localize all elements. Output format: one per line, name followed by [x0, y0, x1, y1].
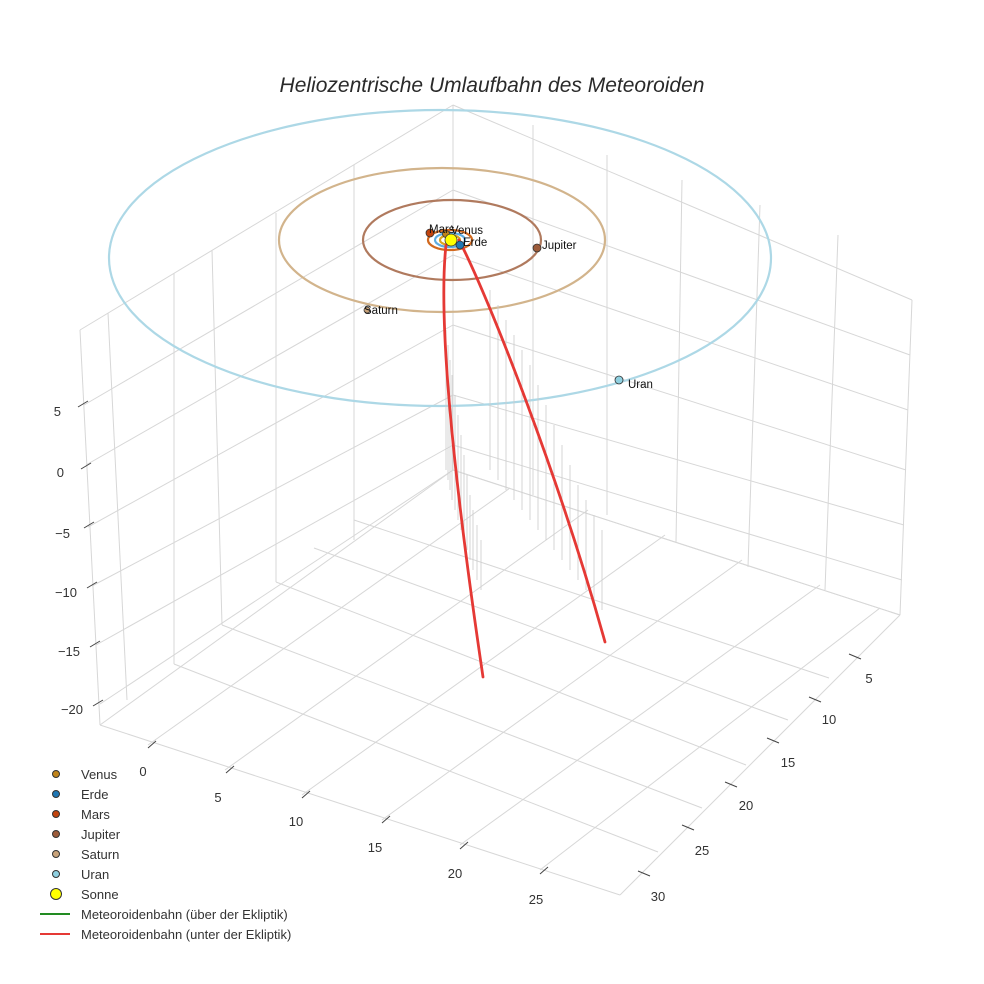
jupiter-marker-icon	[36, 824, 72, 844]
z-tick: −20	[61, 702, 83, 717]
planet-uran	[614, 375, 624, 385]
y-tick: 30	[651, 889, 665, 904]
legend-item-erde[interactable]: Erde	[36, 784, 291, 804]
z-tick: 5	[54, 404, 61, 419]
legend-item-uran[interactable]: Uran	[36, 864, 291, 884]
y-tick: 25	[695, 843, 709, 858]
y-tick: 5	[865, 671, 872, 686]
legend-label: Meteoroidenbahn (unter der Ekliptik)	[81, 926, 292, 942]
planets[interactable]	[363, 228, 624, 385]
x-tick: 0	[139, 764, 146, 779]
legend-item-trajectory-above[interactable]: Meteoroidenbahn (über der Ekliptik)	[36, 904, 291, 924]
z-tick: 0	[57, 465, 64, 480]
planet-saturn	[363, 306, 371, 314]
meteoroid-trajectory-below[interactable]	[442, 238, 607, 679]
label-jupiter: Jupiter	[542, 240, 577, 252]
chart-title: Heliozentrische Umlaufbahn des Meteoroid…	[279, 74, 705, 97]
legend-item-venus[interactable]: Venus	[36, 764, 291, 784]
orbit-saturn	[277, 166, 607, 314]
legend-item-jupiter[interactable]: Jupiter	[36, 824, 291, 844]
legend-label: Sonne	[81, 886, 119, 902]
planet-erde	[455, 240, 465, 250]
x-axis: 0 5 10 15 20 25	[139, 740, 549, 907]
label-mars: Mars	[429, 224, 455, 236]
red-line-icon	[36, 924, 72, 944]
orbit-mars	[426, 228, 474, 252]
legend-label: Mars	[81, 806, 110, 822]
sun	[444, 233, 458, 247]
y-axis: 5 10 15 20 25 30	[637, 653, 873, 904]
label-erde: Erde	[463, 237, 487, 249]
z-tick: −15	[58, 644, 80, 659]
legend-item-saturn[interactable]: Saturn	[36, 844, 291, 864]
green-line-icon	[36, 904, 72, 924]
z-axis: 5 0 −5 −10 −15 −20	[54, 400, 104, 717]
label-uran: Uran	[628, 379, 653, 391]
orbit-uran	[107, 108, 773, 408]
orbit-jupiter	[361, 198, 543, 282]
orbits	[107, 108, 773, 408]
legend-item-mars[interactable]: Mars	[36, 804, 291, 824]
saturn-marker-icon	[36, 844, 72, 864]
grid	[79, 104, 913, 896]
legend-label: Meteoroidenbahn (über der Ekliptik)	[81, 906, 288, 922]
legend: Venus Erde Mars Jupiter Saturn Uran Sonn…	[36, 764, 291, 944]
mars-marker-icon	[36, 804, 72, 824]
legend-label: Erde	[81, 786, 109, 802]
x-tick: 10	[289, 814, 303, 829]
erde-marker-icon	[36, 784, 72, 804]
x-tick: 5	[214, 790, 221, 805]
y-tick: 20	[739, 798, 753, 813]
x-tick: 20	[448, 866, 462, 881]
uran-marker-icon	[36, 864, 72, 884]
orbit-erde	[433, 231, 467, 249]
y-tick: 10	[822, 712, 836, 727]
legend-item-sonne[interactable]: Sonne	[36, 884, 291, 904]
x-tick: 15	[368, 840, 382, 855]
y-tick: 15	[781, 755, 795, 770]
legend-item-trajectory-below[interactable]: Meteoroidenbahn (unter der Ekliptik)	[36, 924, 291, 944]
planet-jupiter	[532, 243, 542, 253]
legend-label: Uran	[81, 866, 110, 882]
sonne-marker-icon	[36, 884, 72, 904]
legend-label: Jupiter	[81, 826, 121, 842]
planet-labels: Mars Venus Erde Jupiter Saturn Uran	[364, 224, 653, 391]
label-saturn: Saturn	[364, 305, 398, 317]
planet-mars	[425, 228, 435, 238]
venus-marker-icon	[36, 764, 72, 784]
z-tick: −5	[55, 526, 70, 541]
legend-label: Venus	[81, 766, 118, 782]
x-tick: 25	[529, 892, 543, 907]
z-tick: −10	[55, 585, 77, 600]
label-venus: Venus	[451, 225, 483, 237]
legend-label: Saturn	[81, 846, 120, 862]
